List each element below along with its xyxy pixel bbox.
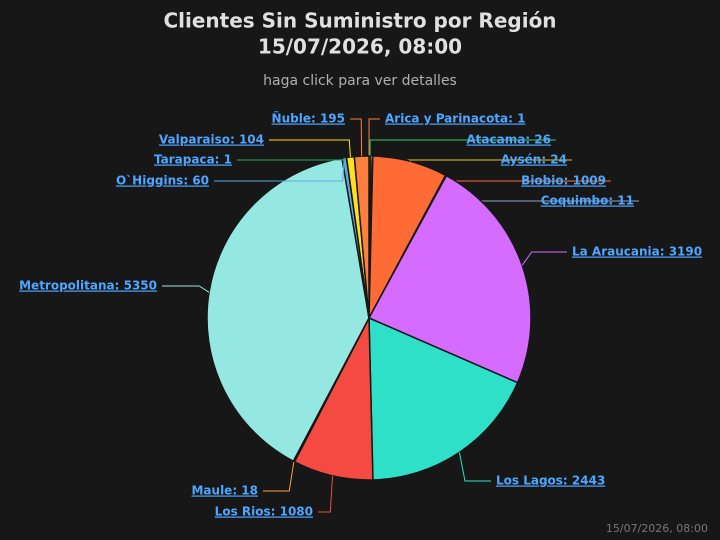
pie-slice[interactable] xyxy=(206,157,370,463)
leader-line xyxy=(318,475,334,513)
chart-title: Clientes Sin Suministro por Región xyxy=(163,9,556,33)
slice-label[interactable]: Ñuble: 195 xyxy=(272,111,345,126)
leader-line xyxy=(214,157,345,182)
slice-label[interactable]: Maule: 18 xyxy=(191,484,258,498)
pie-slice[interactable] xyxy=(367,174,532,384)
slice-label[interactable]: Valparaiso: 104 xyxy=(159,133,264,147)
chart-subtitle: haga click para ver detalles xyxy=(263,73,457,89)
leader-line xyxy=(521,251,567,266)
leader-line xyxy=(369,139,556,157)
pie-slice[interactable] xyxy=(353,155,370,319)
leader-line xyxy=(409,161,611,182)
leader-line xyxy=(263,461,295,492)
leader-line xyxy=(237,157,347,161)
slice-label[interactable]: Coquimbo: 11 xyxy=(541,194,634,208)
slice-label[interactable]: O`Higgins: 60 xyxy=(116,174,209,188)
slice-label[interactable]: Metropolitana: 5350 xyxy=(19,279,157,293)
leader-line xyxy=(269,139,351,158)
slice-label[interactable]: Atacama: 26 xyxy=(466,133,551,147)
slice-label[interactable]: Los Rios: 1080 xyxy=(215,505,313,519)
slice-label[interactable]: Biobio: 1009 xyxy=(521,174,606,188)
leader-line xyxy=(350,118,363,157)
chart-title: 15/07/2026, 08:00 xyxy=(258,35,462,59)
slice-label[interactable]: Arica y Parinacota: 1 xyxy=(385,112,525,126)
timestamp: 15/07/2026, 08:00 xyxy=(606,522,708,535)
leader-line xyxy=(368,118,380,157)
slice-label[interactable]: Los Lagos: 2443 xyxy=(496,474,605,488)
slice-label[interactable]: La Araucania: 3190 xyxy=(572,245,702,259)
slice-label[interactable]: Tarapaca: 1 xyxy=(154,153,232,167)
slice-label[interactable]: Aysén: 24 xyxy=(501,153,567,167)
leader-line xyxy=(458,452,491,482)
leader-line xyxy=(162,285,210,293)
